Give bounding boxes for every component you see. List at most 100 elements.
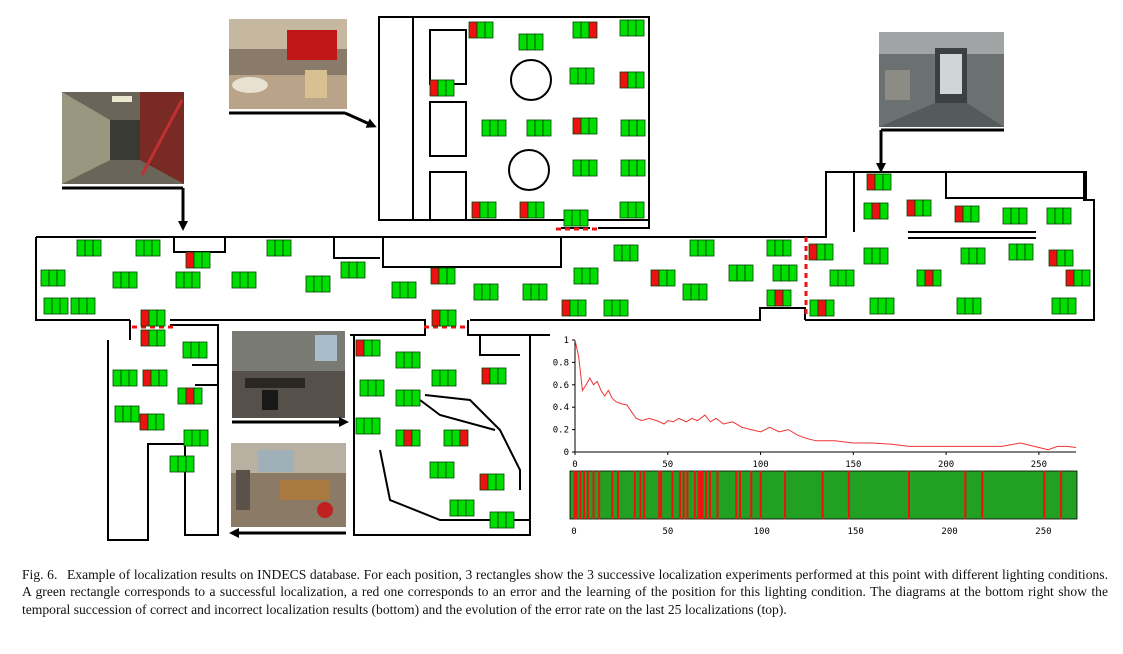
marker-61-cell-1 xyxy=(877,297,887,315)
marker-14-cell-2 xyxy=(535,201,545,219)
marker-59-cell-1 xyxy=(1073,269,1083,287)
marker-16-cell-1 xyxy=(627,201,637,219)
marker-70-cell-1 xyxy=(147,413,157,431)
marker-76 xyxy=(431,369,457,387)
marker-6-cell-2 xyxy=(445,79,455,97)
marker-10 xyxy=(620,119,646,137)
marker-59 xyxy=(1065,269,1091,287)
xtick-label-3: 150 xyxy=(845,460,861,470)
marker-36-cell-0 xyxy=(613,244,623,262)
marker-50-cell-0 xyxy=(1002,207,1012,225)
marker-14-cell-1 xyxy=(527,201,537,219)
marker-56-cell-1 xyxy=(1056,249,1066,267)
marker-46-cell-2 xyxy=(882,173,892,191)
marker-81-cell-2 xyxy=(459,429,469,447)
marker-43 xyxy=(603,299,629,317)
marker-54 xyxy=(960,247,986,265)
xtick-label-0: 0 xyxy=(572,460,577,470)
marker-14-cell-0 xyxy=(519,201,529,219)
marker-71-cell-0 xyxy=(183,429,193,447)
marker-77-cell-2 xyxy=(497,367,507,385)
marker-29-cell-1 xyxy=(481,283,491,301)
timeline-error-6 xyxy=(598,471,601,519)
marker-68-cell-2 xyxy=(193,387,203,405)
marker-1-cell-1 xyxy=(526,33,536,51)
marker-9-cell-0 xyxy=(572,117,582,135)
marker-52-cell-0 xyxy=(808,243,818,261)
marker-4 xyxy=(569,67,595,85)
marker-72 xyxy=(169,455,195,473)
xtick-label-1: 50 xyxy=(662,460,673,470)
marker-68-cell-0 xyxy=(177,387,187,405)
marker-8-cell-1 xyxy=(534,119,544,137)
marker-80-cell-0 xyxy=(395,429,405,447)
marker-11-cell-1 xyxy=(580,159,590,177)
marker-57-cell-0 xyxy=(829,269,839,287)
marker-38 xyxy=(689,239,715,257)
timeline-error-11 xyxy=(643,471,646,519)
marker-44-cell-0 xyxy=(682,283,692,301)
marker-18-cell-2 xyxy=(151,239,161,257)
marker-34-cell-1 xyxy=(439,309,449,327)
marker-20-cell-2 xyxy=(282,239,292,257)
marker-27-cell-1 xyxy=(438,267,448,285)
marker-79-cell-0 xyxy=(355,417,365,435)
marker-25-cell-1 xyxy=(239,271,249,289)
photo-entrance xyxy=(879,32,1004,127)
marker-43-cell-1 xyxy=(611,299,621,317)
marker-47-cell-2 xyxy=(879,202,889,220)
marker-33 xyxy=(140,309,166,327)
marker-77-cell-0 xyxy=(481,367,491,385)
marker-29-cell-0 xyxy=(473,283,483,301)
marker-48-cell-2 xyxy=(922,199,932,217)
marker-64 xyxy=(140,329,166,347)
marker-57 xyxy=(829,269,855,287)
marker-8-cell-2 xyxy=(542,119,552,137)
marker-37-cell-2 xyxy=(666,269,676,287)
marker-51-cell-1 xyxy=(1054,207,1064,225)
marker-41 xyxy=(772,264,798,282)
marker-11-cell-2 xyxy=(588,159,598,177)
marker-49-cell-2 xyxy=(970,205,980,223)
ytick-label-2: 0.4 xyxy=(553,403,569,413)
marker-17-cell-1 xyxy=(84,239,94,257)
marker-40-cell-0 xyxy=(766,239,776,257)
marker-81 xyxy=(443,429,469,447)
xtick-label-4: 200 xyxy=(938,460,954,470)
marker-53-cell-0 xyxy=(863,247,873,265)
marker-84 xyxy=(449,499,475,517)
timeline-error-24 xyxy=(716,471,719,519)
localization-timeline: 0 50 100 150 200 250 xyxy=(569,470,1078,537)
ytick-label-0: 0 xyxy=(564,448,569,458)
marker-4-cell-1 xyxy=(577,67,587,85)
timeline-xtick-label-1: 50 xyxy=(662,527,673,537)
marker-21-cell-1 xyxy=(348,261,358,279)
marker-42-cell-1 xyxy=(569,299,579,317)
timeline-error-5 xyxy=(592,471,595,519)
marker-75 xyxy=(359,379,385,397)
marker-65 xyxy=(182,341,208,359)
marker-28 xyxy=(391,281,417,299)
marker-51-cell-2 xyxy=(1062,207,1072,225)
marker-72-cell-0 xyxy=(169,455,179,473)
marker-84-cell-1 xyxy=(457,499,467,517)
marker-38-cell-0 xyxy=(689,239,699,257)
marker-58-cell-2 xyxy=(932,269,942,287)
marker-44-cell-1 xyxy=(690,283,700,301)
marker-12-cell-0 xyxy=(620,159,630,177)
error-rate-axes xyxy=(574,340,1076,453)
timeline-error-16 xyxy=(682,471,685,519)
arrows xyxy=(62,111,1004,538)
marker-74-cell-2 xyxy=(411,351,421,369)
marker-28-cell-0 xyxy=(391,281,401,299)
marker-28-cell-2 xyxy=(407,281,417,299)
marker-63-cell-1 xyxy=(1059,297,1069,315)
marker-41-cell-0 xyxy=(772,264,782,282)
marker-39-cell-2 xyxy=(744,264,754,282)
marker-74 xyxy=(395,351,421,369)
marker-29-cell-2 xyxy=(489,283,499,301)
ytick-label-3: 0.6 xyxy=(553,381,569,391)
timeline-error-12 xyxy=(658,471,661,519)
marker-31-cell-2 xyxy=(59,297,69,315)
marker-15-cell-2 xyxy=(579,209,589,227)
